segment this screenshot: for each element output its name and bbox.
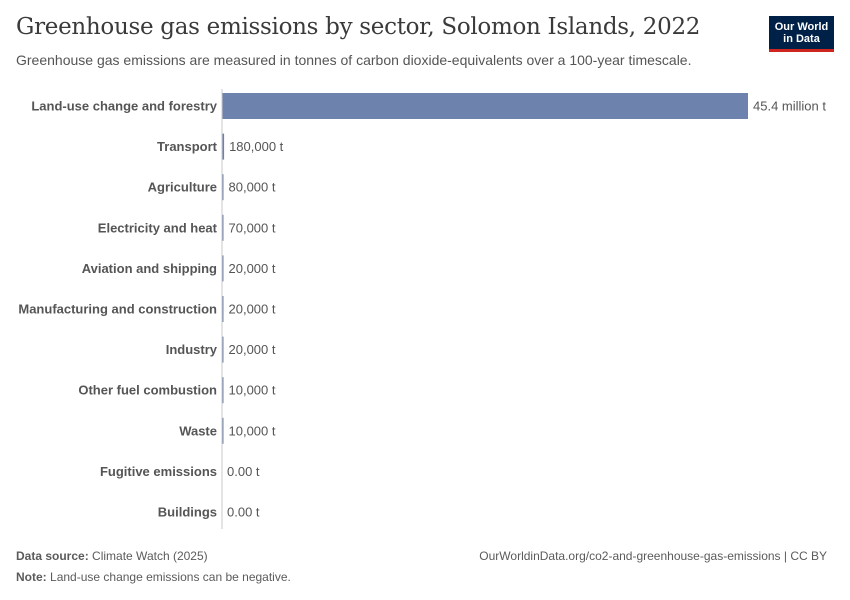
value-label: 0.00 t [227, 464, 260, 479]
category-label: Industry [166, 342, 218, 357]
category-label: Land-use change and forestry [31, 99, 217, 114]
logo-line-2: in Data [783, 33, 820, 45]
value-label: 20,000 t [229, 302, 276, 317]
bar-chart: Land-use change and forestry 45.4 million… [18, 89, 826, 529]
value-label: 180,000 t [229, 139, 284, 154]
value-label: 45.4 million t [753, 99, 826, 114]
owid-logo[interactable]: Our World in Data [769, 16, 834, 52]
bar[interactable] [222, 417, 224, 444]
category-label: Electricity and heat [98, 220, 218, 235]
value-label: 20,000 t [229, 342, 276, 357]
note-label: Note: [16, 570, 47, 584]
bar[interactable] [222, 93, 748, 119]
category-label: Agriculture [148, 180, 217, 195]
category-label: Transport [157, 139, 218, 154]
data-source-link[interactable]: Climate Watch (2025) [92, 549, 208, 563]
bar[interactable] [222, 255, 224, 282]
value-label: 10,000 t [229, 383, 276, 398]
category-label: Aviation and shipping [82, 261, 217, 276]
chart-title: Greenhouse gas emissions by sector, Solo… [16, 14, 701, 40]
note-text: Land-use change emissions can be negativ… [50, 570, 291, 584]
bar[interactable] [222, 214, 224, 241]
data-source-label: Data source: [16, 549, 89, 563]
category-label: Buildings [158, 505, 217, 520]
value-label: 70,000 t [229, 220, 276, 235]
bar[interactable] [222, 377, 224, 404]
data-source: Data source: Climate Watch (2025) [16, 549, 208, 563]
value-label: 20,000 t [229, 261, 276, 276]
chart-subtitle: Greenhouse gas emissions are measured in… [16, 52, 692, 68]
category-label: Other fuel combustion [78, 383, 217, 398]
category-label: Fugitive emissions [100, 464, 217, 479]
category-label: Waste [179, 423, 217, 438]
logo-line-1: Our World [774, 21, 829, 33]
value-label: 0.00 t [227, 505, 260, 520]
value-label: 80,000 t [229, 180, 276, 195]
category-label: Manufacturing and construction [18, 302, 217, 317]
value-label: 10,000 t [229, 423, 276, 438]
bar[interactable] [222, 133, 225, 160]
chart-note: Note: Land-use change emissions can be n… [16, 570, 291, 584]
bar[interactable] [222, 174, 224, 201]
bar[interactable] [222, 296, 224, 322]
source-url-link[interactable]: OurWorldinData.org/co2-and-greenhouse-ga… [479, 549, 827, 563]
bar[interactable] [222, 336, 224, 363]
